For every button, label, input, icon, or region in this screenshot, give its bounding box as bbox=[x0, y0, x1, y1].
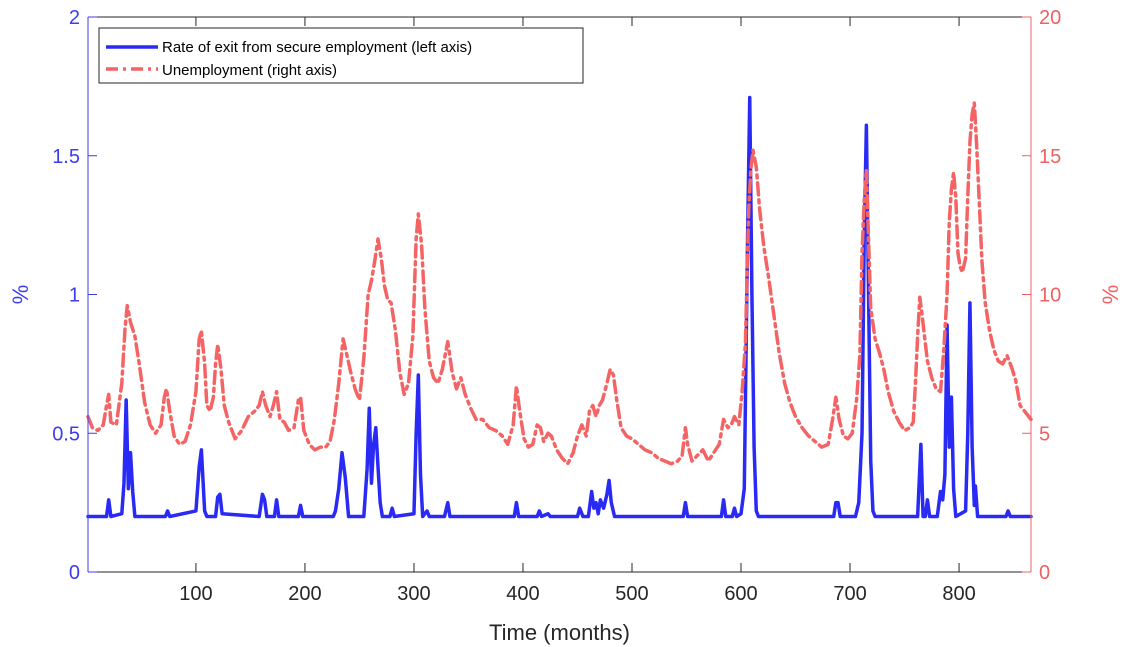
legend-box bbox=[98, 27, 584, 84]
x-tick-label: 600 bbox=[724, 583, 757, 605]
y-tick-label-left: 0.5 bbox=[52, 423, 80, 445]
x-tick-label: 500 bbox=[615, 583, 648, 605]
x-tick-label: 100 bbox=[179, 583, 212, 605]
y-tick-label-right: 10 bbox=[1039, 285, 1061, 307]
x-tick-label: 400 bbox=[506, 583, 539, 605]
legend-label-unemployment: Unemployment (right axis) bbox=[162, 62, 337, 79]
plot-area bbox=[88, 17, 1031, 572]
y-tick-label-right: 0 bbox=[1039, 562, 1050, 584]
series-line-exit-rate bbox=[86, 95, 1033, 519]
y-tick-label-left: 1.5 bbox=[52, 146, 80, 168]
y-tick-label-left: 1 bbox=[69, 285, 80, 307]
x-tick-label: 200 bbox=[288, 583, 321, 605]
y-tick-label-left: 0 bbox=[69, 562, 80, 584]
y-tick-label-left: 2 bbox=[69, 7, 80, 29]
y-tick-label-right: 5 bbox=[1039, 423, 1050, 445]
x-tick-label: 800 bbox=[942, 583, 975, 605]
ticks-layer: 100 200 300 400 500 600 700 80000.511.520510152… bbox=[52, 7, 1061, 605]
y-tick-label-right: 15 bbox=[1039, 146, 1061, 168]
series-layer bbox=[86, 95, 1033, 519]
series-line-unemployment bbox=[86, 101, 1033, 466]
legend-label-exit-rate: Rate of exit from secure employment (lef… bbox=[162, 39, 472, 56]
y-axis-label-left: % bbox=[8, 285, 33, 305]
legend: Rate of exit from secure employment (lef… bbox=[98, 27, 584, 84]
x-axis-label: Time (months) bbox=[489, 620, 630, 645]
y-axis-label-right: % bbox=[1098, 285, 1123, 305]
y-tick-label-right: 20 bbox=[1039, 7, 1061, 29]
x-tick-label: 300 bbox=[397, 583, 430, 605]
x-tick-label: 700 bbox=[833, 583, 866, 605]
